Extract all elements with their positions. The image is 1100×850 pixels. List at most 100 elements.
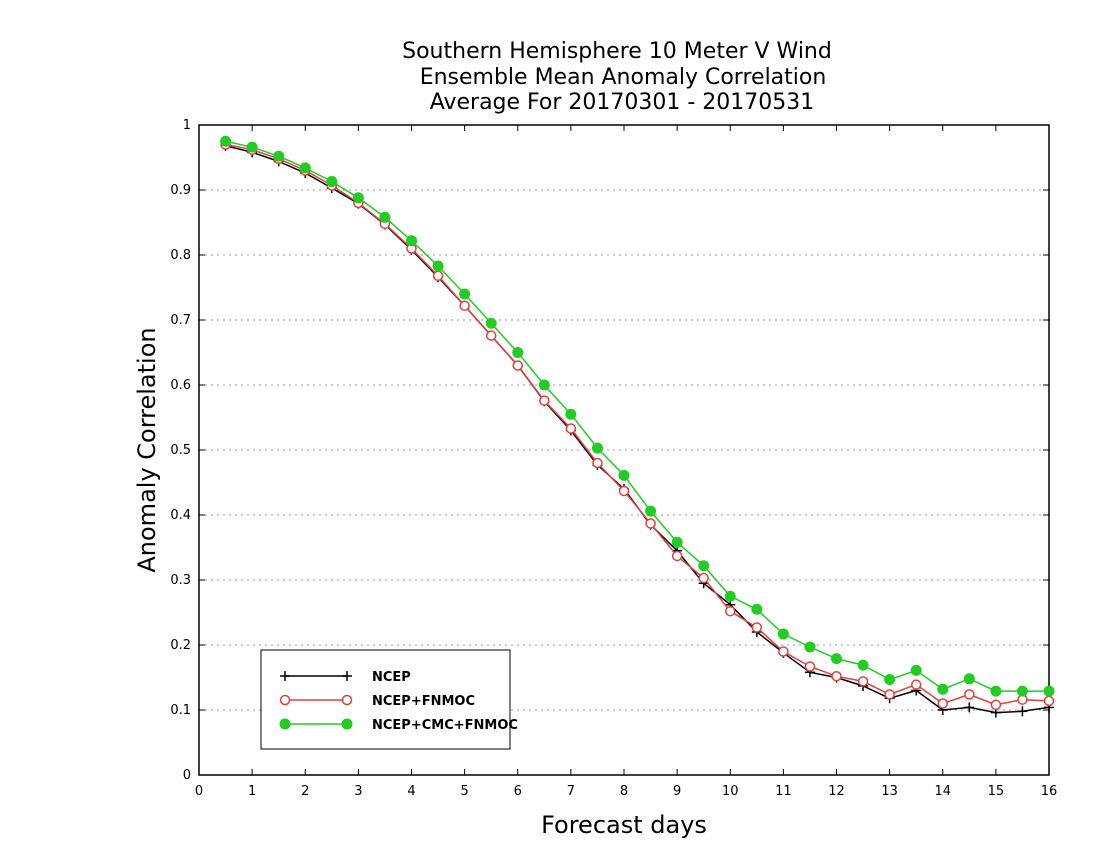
legend-item-ncep-cmc-fnmoc: NCEP+CMC+FNMOC xyxy=(279,718,518,733)
legend-item-ncep-fnmoc: NCEP+FNMOC xyxy=(279,694,475,709)
data-point-ncep-cmc-fnmoc xyxy=(698,560,710,572)
legend-label: NCEP+FNMOC xyxy=(372,694,475,709)
x-tick-label: 3 xyxy=(354,784,362,799)
data-point-ncep-fnmoc xyxy=(884,689,895,700)
x-tick-label: 7 xyxy=(567,784,575,799)
data-point-ncep-cmc-fnmoc xyxy=(724,590,736,602)
data-point-ncep-cmc-fnmoc xyxy=(512,347,524,358)
chart-title: Southern Hemisphere 10 Meter V Wind Ense… xyxy=(402,39,832,115)
legend-marker-left xyxy=(279,694,291,706)
data-point-ncep xyxy=(1017,706,1028,717)
data-point-ncep-fnmoc xyxy=(778,646,789,657)
data-point-ncep-fnmoc xyxy=(539,395,550,406)
data-point-ncep-fnmoc xyxy=(485,330,497,341)
legend-marker-right xyxy=(341,694,353,706)
y-tick-label: 0.9 xyxy=(170,183,191,198)
axis-ticks: 00.10.20.30.40.50.60.70.80.910 1 2 3 4 5 6 7 8 9 1… xyxy=(170,118,1057,799)
data-point-ncep-fnmoc xyxy=(831,670,842,682)
x-tick-label: 11 xyxy=(775,784,792,799)
legend-marker-left xyxy=(280,671,290,681)
series-ncep-fnmoc xyxy=(220,139,1055,711)
legend-entries: NCEP NCEP+FNMOC NCEP+CMC+FNMOC xyxy=(279,670,518,733)
data-point-ncep-fnmoc xyxy=(432,270,444,282)
data-point-ncep-fnmoc xyxy=(459,300,470,311)
x-tick-label: 4 xyxy=(407,784,415,799)
data-point-ncep-cmc-fnmoc xyxy=(379,211,391,223)
legend-label: NCEP+CMC+FNMOC xyxy=(372,718,518,733)
y-tick-label: 0.3 xyxy=(170,573,191,588)
x-tick-label: 16 xyxy=(1041,784,1058,799)
y-tick-label: 0.4 xyxy=(170,508,191,523)
data-point-ncep-cmc-fnmoc xyxy=(671,536,683,548)
data-point-ncep-cmc-fnmoc xyxy=(1016,685,1028,697)
legend-marker-right xyxy=(341,718,353,730)
data-point-ncep-fnmoc xyxy=(964,689,975,700)
y-tick-label: 0.8 xyxy=(170,248,191,263)
data-point-ncep-cmc-fnmoc xyxy=(406,235,417,247)
data-point-ncep-cmc-fnmoc xyxy=(352,192,364,204)
data-point-ncep-fnmoc xyxy=(1043,695,1055,707)
y-tick-label: 0.6 xyxy=(170,378,191,393)
data-point-ncep-fnmoc xyxy=(592,457,603,469)
series-ncep-cmc-fnmoc xyxy=(220,135,1055,697)
data-point-ncep-fnmoc xyxy=(857,676,869,687)
y-tick-label: 0.1 xyxy=(170,703,191,718)
data-point-ncep-cmc-fnmoc xyxy=(804,641,816,653)
x-tick-label: 1 xyxy=(248,784,256,799)
legend-item-ncep: NCEP xyxy=(280,670,411,685)
data-point-ncep-cmc-fnmoc xyxy=(538,379,550,391)
data-point-ncep-cmc-fnmoc xyxy=(645,505,657,517)
x-tick-label: 15 xyxy=(988,784,1005,799)
data-series xyxy=(220,135,1055,718)
y-tick-label: 0.2 xyxy=(170,638,191,653)
data-point-ncep-fnmoc xyxy=(698,572,709,584)
legend-marker-right xyxy=(342,671,352,681)
data-point-ncep-fnmoc xyxy=(990,699,1002,711)
data-point-ncep-cmc-fnmoc xyxy=(273,150,285,162)
data-point-ncep-cmc-fnmoc xyxy=(1043,685,1055,697)
x-tick-label: 5 xyxy=(460,784,468,799)
y-tick-label: 0 xyxy=(183,768,191,783)
x-tick-label: 13 xyxy=(881,784,898,799)
data-point-ncep-cmc-fnmoc xyxy=(884,673,896,685)
data-point-ncep-cmc-fnmoc xyxy=(751,603,763,615)
x-tick-label: 0 xyxy=(195,784,203,799)
data-point-ncep-fnmoc xyxy=(671,550,683,562)
x-tick-label: 2 xyxy=(301,784,309,799)
x-tick-label: 12 xyxy=(828,784,845,799)
data-point-ncep-cmc-fnmoc xyxy=(857,659,869,671)
data-point-ncep-cmc-fnmoc xyxy=(618,469,630,481)
data-point-ncep-fnmoc xyxy=(512,360,523,371)
data-point-ncep-cmc-fnmoc xyxy=(990,685,1002,697)
y-axis-label: Anomaly Correlation xyxy=(133,327,161,572)
data-point-ncep xyxy=(964,702,975,713)
data-point-ncep-fnmoc xyxy=(565,423,577,434)
data-point-ncep-cmc-fnmoc xyxy=(565,408,577,420)
x-axis-label: Forecast days xyxy=(541,811,707,839)
data-point-ncep-cmc-fnmoc xyxy=(831,653,842,665)
series-line-ncep xyxy=(225,145,1050,714)
title-line-1: Southern Hemisphere 10 Meter V Wind xyxy=(402,39,832,64)
y-tick-label: 0.7 xyxy=(170,313,191,328)
data-point-ncep-cmc-fnmoc xyxy=(299,162,311,174)
data-point-ncep-fnmoc xyxy=(910,679,922,690)
legend-label: NCEP xyxy=(372,670,411,685)
title-line-2: Ensemble Mean Anomaly Correlation xyxy=(420,65,827,90)
data-point-ncep-cmc-fnmoc xyxy=(591,442,603,454)
data-point-ncep-cmc-fnmoc xyxy=(937,683,949,695)
y-tick-label: 0.5 xyxy=(170,443,191,458)
data-point-ncep-fnmoc xyxy=(618,485,630,497)
x-tick-label: 6 xyxy=(514,784,522,799)
data-point-ncep-fnmoc xyxy=(725,605,736,617)
data-point-ncep-cmc-fnmoc xyxy=(432,260,444,272)
x-tick-label: 10 xyxy=(722,784,739,799)
y-tick-label: 1 xyxy=(183,118,191,133)
data-point-ncep-fnmoc xyxy=(937,698,948,709)
x-tick-label: 14 xyxy=(934,784,951,799)
series-ncep xyxy=(220,140,1054,718)
data-point-ncep-fnmoc xyxy=(645,518,656,529)
data-point-ncep-fnmoc xyxy=(804,661,816,672)
series-line-ncep-fnmoc xyxy=(225,143,1050,706)
data-point-ncep-cmc-fnmoc xyxy=(963,673,975,685)
